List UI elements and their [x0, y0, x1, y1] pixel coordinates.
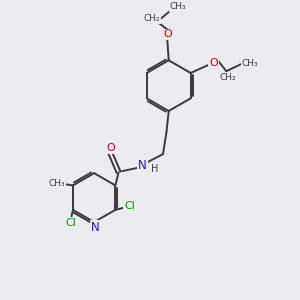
Text: CH₂: CH₂ — [144, 14, 160, 23]
Text: N: N — [138, 159, 147, 172]
Text: CH₃: CH₃ — [169, 2, 186, 11]
Text: O: O — [106, 143, 115, 153]
Text: N: N — [91, 221, 100, 234]
Text: CH₃: CH₃ — [242, 59, 259, 68]
Text: Cl: Cl — [65, 218, 76, 228]
Text: Cl: Cl — [124, 201, 135, 212]
Text: O: O — [209, 58, 218, 68]
Text: CH₃: CH₃ — [49, 179, 65, 188]
Text: CH₂: CH₂ — [220, 73, 236, 82]
Text: O: O — [163, 29, 172, 39]
Text: H: H — [151, 164, 158, 173]
